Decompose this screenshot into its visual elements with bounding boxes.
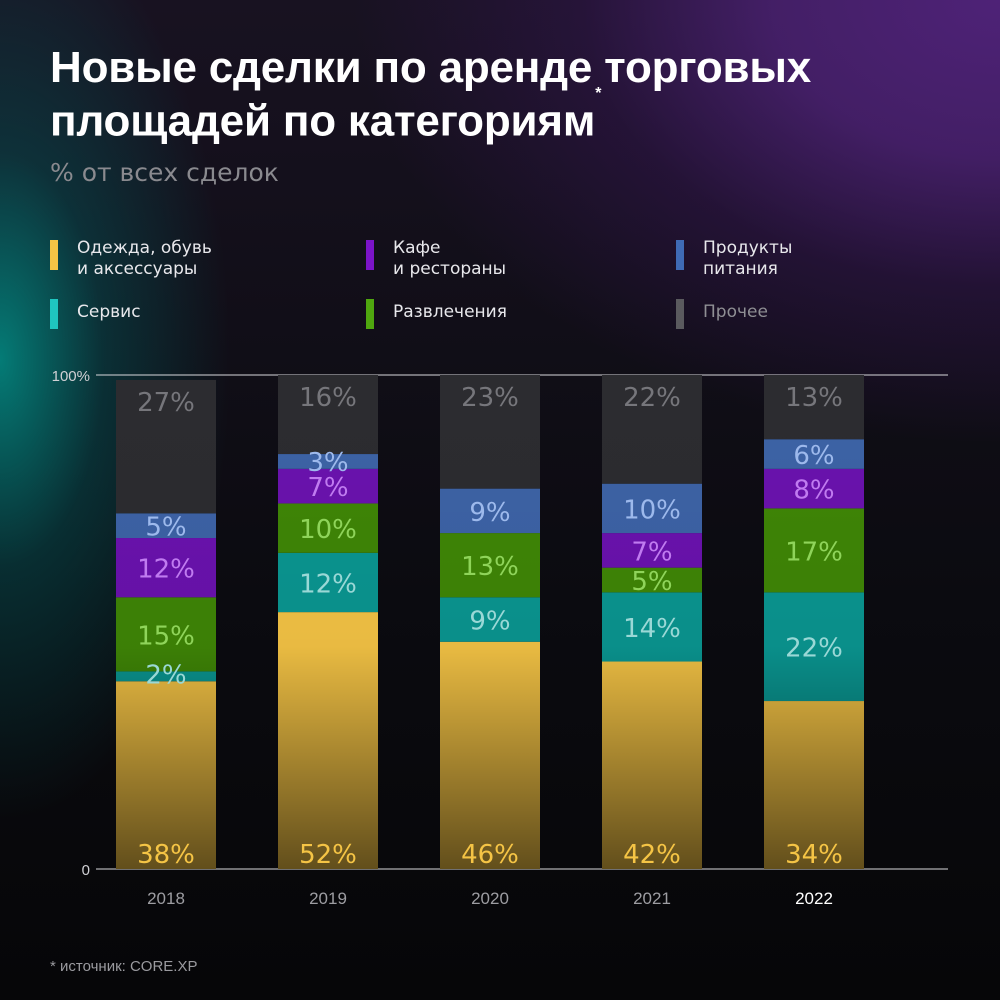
legend-item-groceries: Продукты питания [676,238,792,280]
legend-swatch [366,299,374,329]
bar-shade [602,375,702,869]
data-label: 17% [785,537,843,567]
legend-swatch [676,299,684,329]
data-label: 23% [461,383,519,413]
legend-swatch [676,240,684,270]
data-label: 14% [623,614,681,644]
page-title: Новые сделки по аренде торговых площадей… [50,44,950,146]
data-label: 9% [469,607,510,637]
legend-label: Кафе и рестораны [393,238,507,279]
data-label: 42% [623,840,681,870]
data-label: 12% [299,569,357,599]
bar-shade [116,375,216,869]
data-label: 16% [299,383,357,413]
data-label: 15% [137,621,195,651]
legend-label: Одежда, обувь и аксессуары [77,238,212,279]
data-label: 46% [461,840,519,870]
bar-shade [278,375,378,869]
data-label: 38% [137,840,195,870]
data-label: 3% [307,448,348,478]
legend-swatch [366,240,374,270]
data-label: 22% [785,634,843,664]
bar-stack-2019: 52% 12% 10% 7%3% 16% [278,375,378,870]
legend-item-clothing: Одежда, обувь и аксессуары [50,238,212,280]
legend-item-cafes: Кафе и рестораны [366,238,506,280]
bar-stack-2020: 46% 9% 13% 9% 23% [440,375,540,870]
title-footnote-mark: * [595,85,602,102]
bar-shade [440,375,540,869]
data-label: 12% [137,555,195,585]
data-label: 10% [299,515,357,545]
data-label: 34% [785,840,843,870]
legend-label: Развлечения [393,302,507,322]
x-tick-label: 2019 [309,889,347,908]
bar-shade [764,375,864,869]
data-label: 6% [793,441,834,471]
data-label: 5% [631,567,672,597]
x-tick-label: 2022 [795,889,833,908]
title-text: Новые сделки по аренде торговых площадей… [50,43,812,146]
data-label: 13% [461,552,519,582]
data-label: 10% [623,495,681,525]
y-tick-label: 0 [82,862,90,879]
x-tick-label: 2021 [633,889,671,908]
legend-item-other: Прочее [676,297,768,329]
legend-label: Сервис [77,302,141,322]
data-label: 5% [145,513,186,543]
x-tick-label: 2020 [471,889,509,908]
y-tick-label: 100% [52,368,90,385]
legend-item-entertainment: Развлечения [366,297,507,329]
data-label: 27% [137,388,195,418]
x-tick-label: 2018 [147,889,185,908]
data-label: 8% [793,476,834,506]
data-label: 7% [307,473,348,503]
legend-swatch [50,240,58,270]
chart-subtitle: % от всех сделок [50,158,279,187]
bar-stack-2021: 42% 14% 5%7% 10% 22% [602,375,702,870]
data-label: 9% [469,498,510,528]
data-label: 52% [299,840,357,870]
data-label: 7% [631,537,672,567]
data-label: 22% [623,383,681,413]
legend-swatch [50,299,58,329]
legend-label: Прочее [703,302,768,322]
legend-label: Продукты питания [703,238,793,279]
data-label: 2% [145,660,186,690]
source-footnote: * источник: CORE.XP [50,958,198,975]
bar-stack-2022: 34% 22% 17% 8% 6% 13% [764,375,864,870]
bar-stack-2018: 38% 2% 15% 12% 5% 27% [116,375,216,870]
data-label: 13% [785,383,843,413]
legend-item-services: Сервис [50,297,141,329]
